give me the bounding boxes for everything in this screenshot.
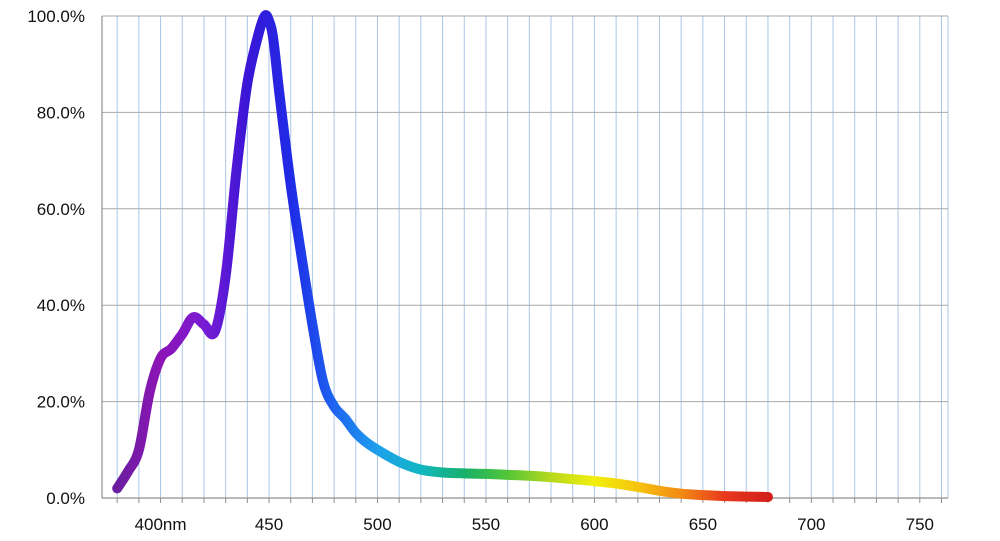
grid-layer [102, 15, 949, 499]
x-tick-label: 450 [255, 515, 283, 534]
y-tick-label: 100.0% [27, 7, 85, 26]
line-layer [112, 10, 773, 502]
x-tick-label: 750 [906, 515, 934, 534]
y-tick-label: 60.0% [37, 200, 85, 219]
y-tick-label: 40.0% [37, 296, 85, 315]
x-tick-label: 400nm [135, 515, 187, 534]
x-tick-label: 500 [363, 515, 391, 534]
axis-layer [101, 16, 948, 503]
y-tick-label: 20.0% [37, 393, 85, 412]
y-tick-label: 0.0% [46, 489, 85, 508]
x-tick-label: 700 [797, 515, 825, 534]
x-tick-label: 550 [472, 515, 500, 534]
x-tick-label: 600 [580, 515, 608, 534]
x-tick-label: 650 [689, 515, 717, 534]
y-tick-label: 80.0% [37, 103, 85, 122]
spectrum-series-line [112, 10, 773, 502]
label-layer: 0.0% 20.0% 40.0% 60.0% 80.0% 100.0% 400nm 450 50… [27, 7, 934, 534]
